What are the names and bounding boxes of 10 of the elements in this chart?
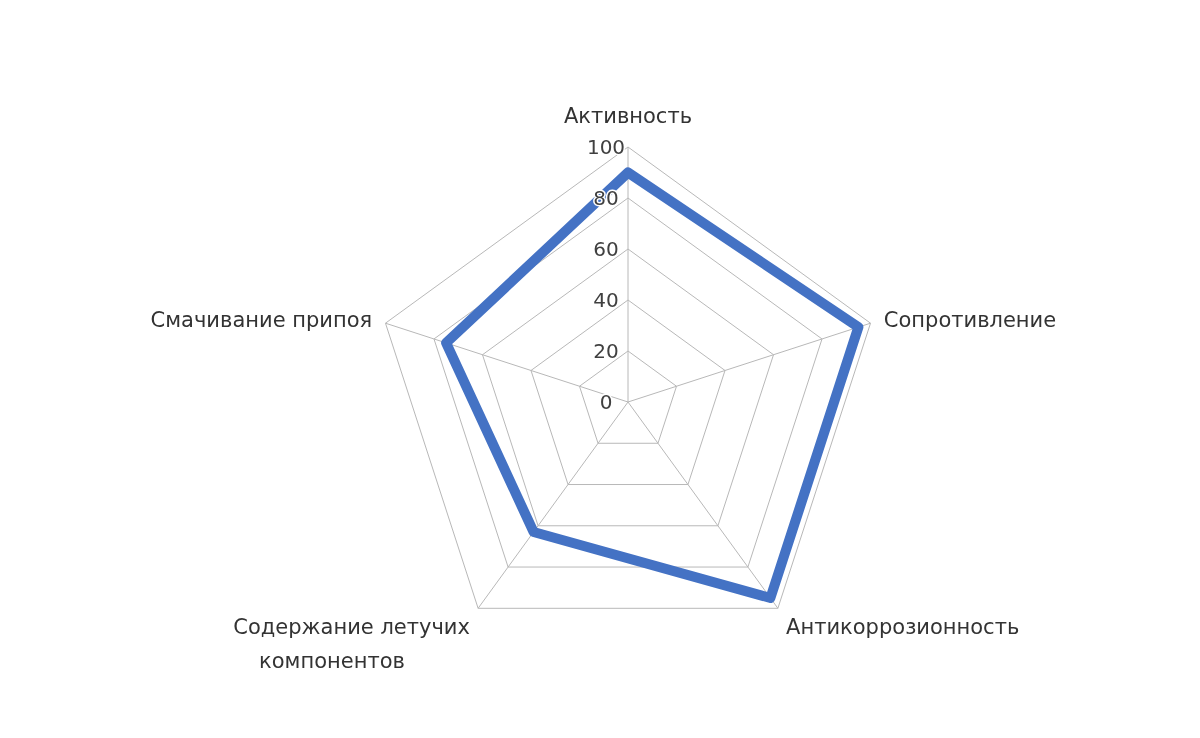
y-tick-label: 100 <box>586 135 626 159</box>
y-tick-label: 60 <box>593 237 619 261</box>
spoke-label: Сопротивление <box>883 307 1057 332</box>
y-tick-label: 40 <box>593 288 619 312</box>
y-tick-label: 20 <box>593 339 619 363</box>
spoke-label: Антикоррозионность <box>786 614 1020 639</box>
spoke-label: Активность <box>563 104 693 128</box>
spoke-label: Содержание летучих компонентов <box>233 614 470 673</box>
spoke-label: Смачивание припоя <box>150 307 373 332</box>
y-tick-label: 0 <box>599 390 613 414</box>
